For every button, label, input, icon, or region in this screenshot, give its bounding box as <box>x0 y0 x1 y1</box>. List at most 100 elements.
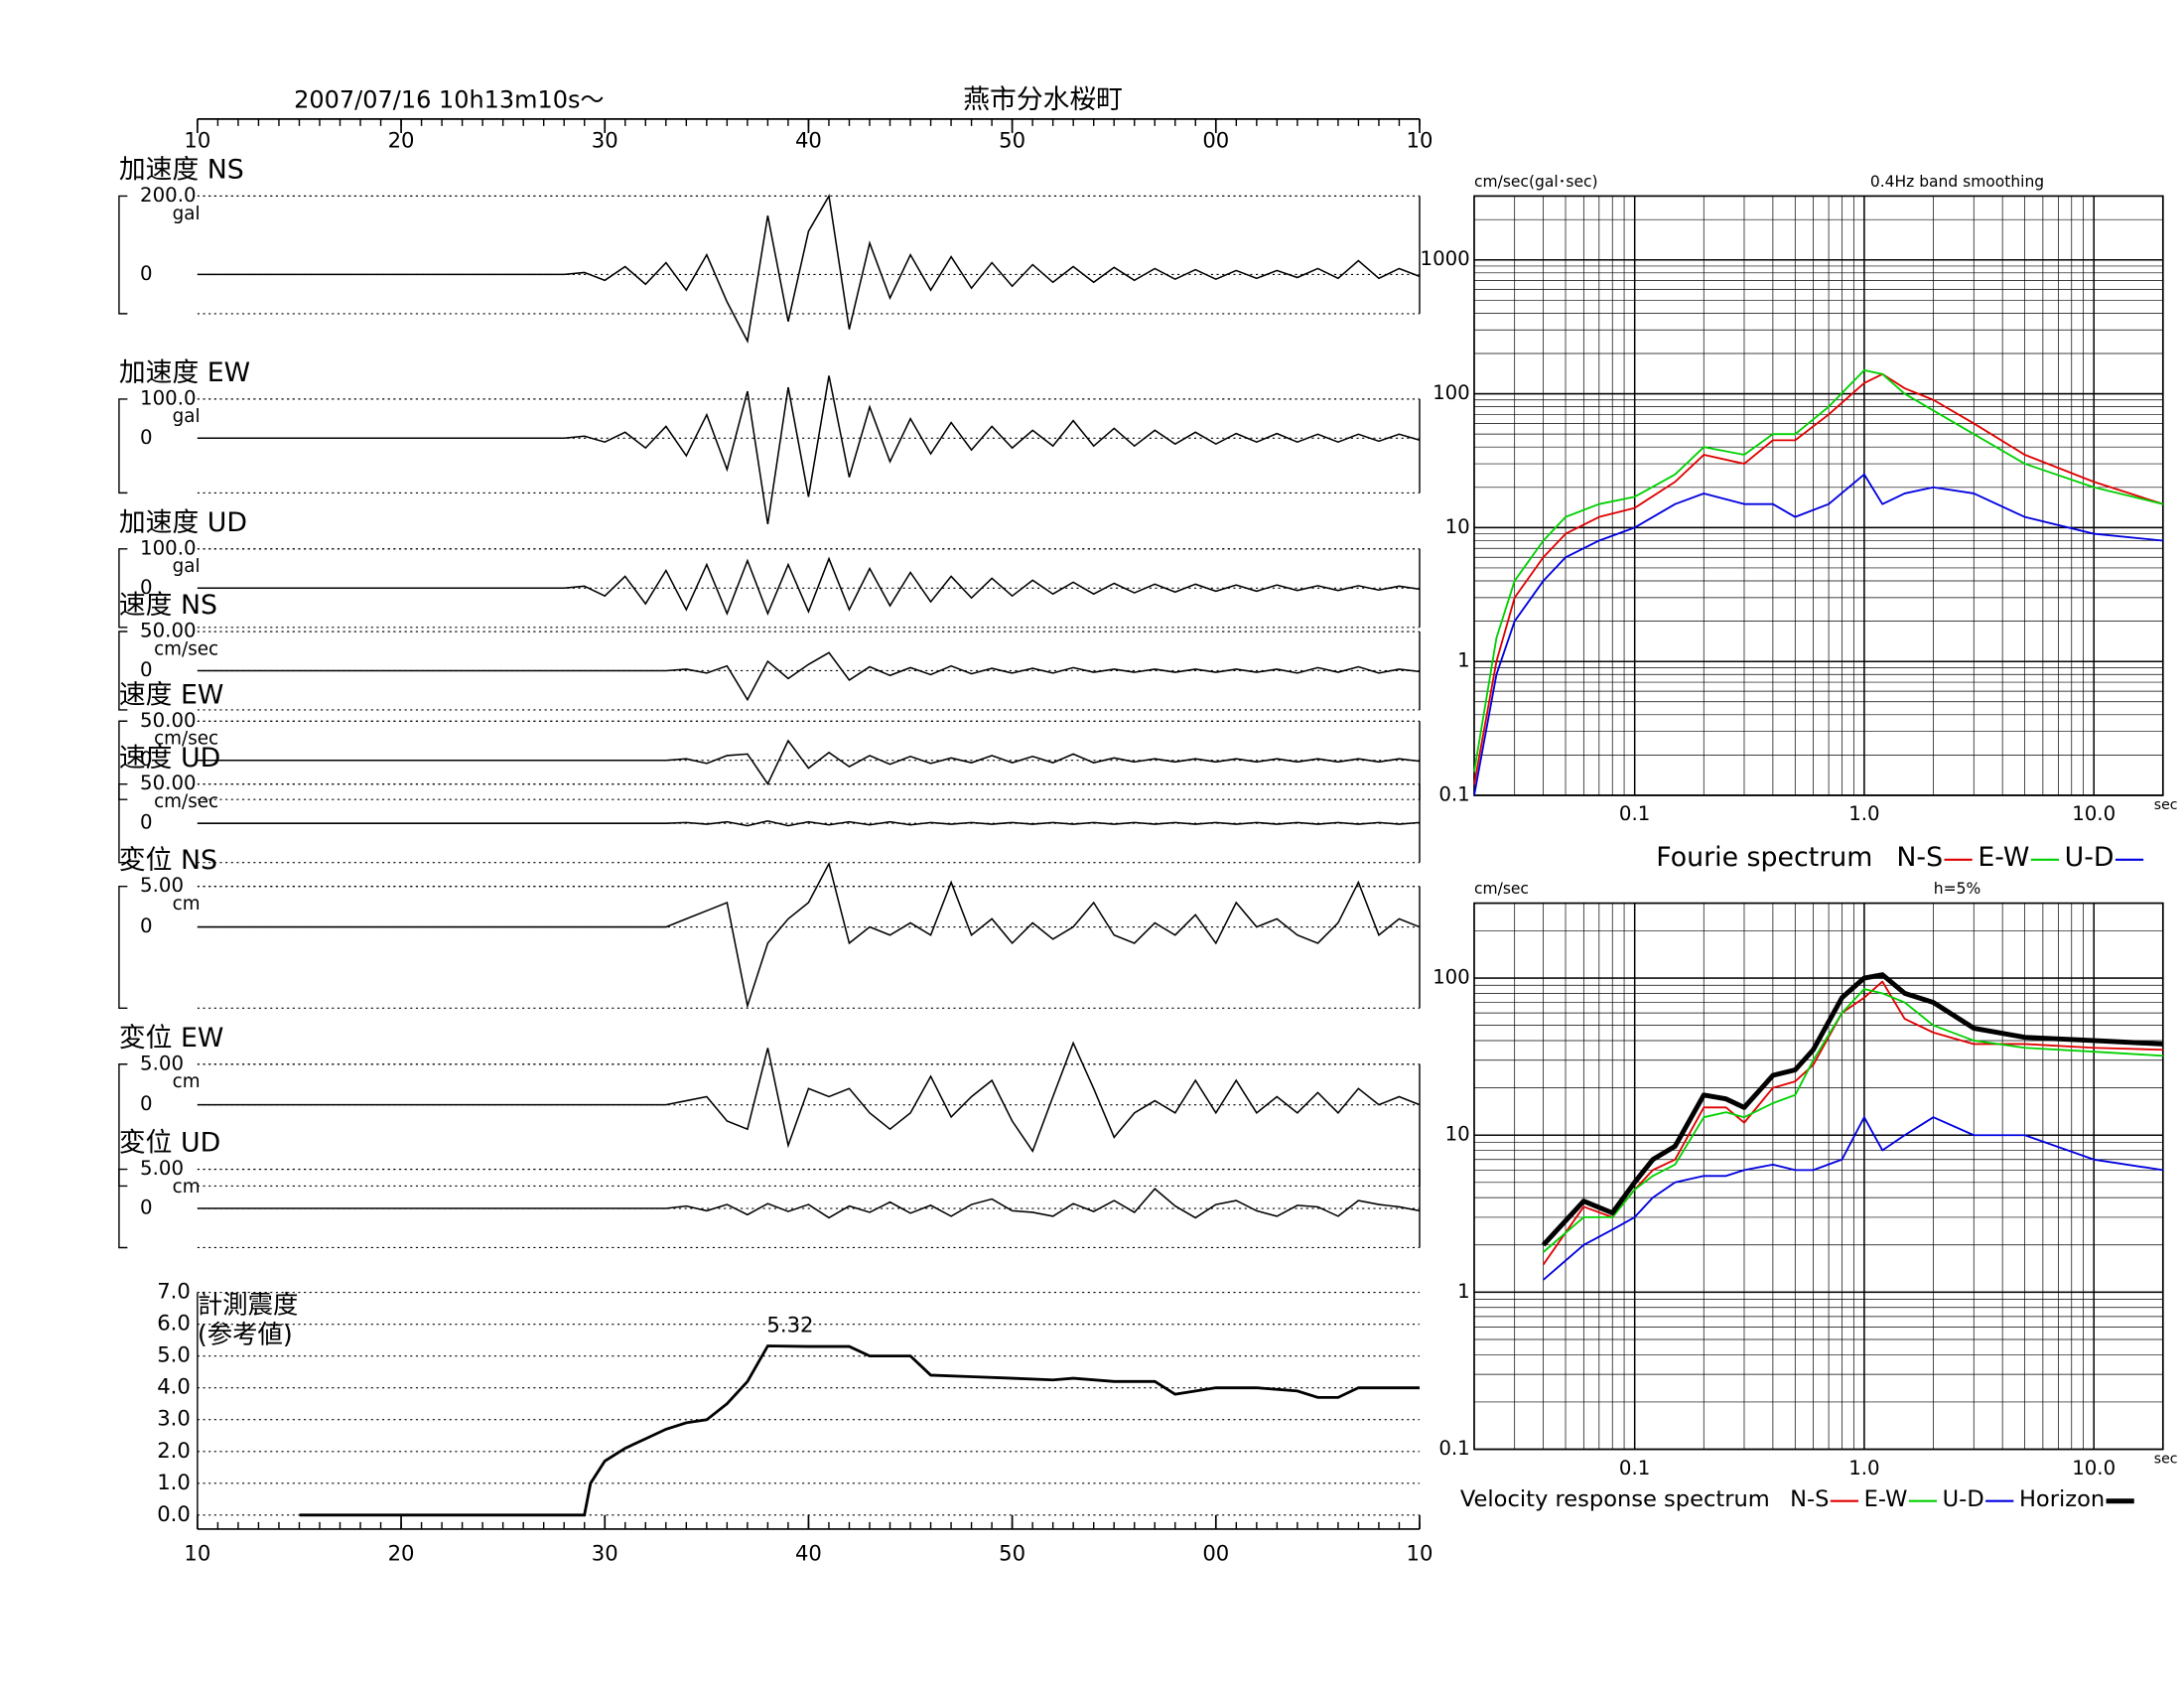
x-tick-label: 00 <box>1202 1540 1229 1565</box>
y-tick-label: 7.0 <box>157 1279 191 1304</box>
trace-name: 速度 UD <box>119 743 220 774</box>
value-label: 5.32 <box>766 1313 813 1337</box>
y-tick-label: 1000 <box>1421 247 1470 270</box>
y-tick-label: 0 <box>140 1092 153 1115</box>
y-tick-label: 0 <box>140 426 153 449</box>
x-tick-label: 20 <box>388 1540 415 1565</box>
trace-unit: cm/sec <box>154 729 218 750</box>
spectrum-line <box>1473 372 2164 785</box>
y-tick-label: 4.0 <box>157 1374 191 1399</box>
y-tick-label: 100.0 <box>140 386 197 409</box>
x-tick-label: 40 <box>795 1540 822 1565</box>
panel-frame <box>118 885 1421 1010</box>
waveform <box>197 739 1421 785</box>
y-tick-label: 100 <box>1433 381 1470 404</box>
spectrum-line <box>1473 368 2164 773</box>
waveform <box>197 820 1421 827</box>
spectrum-line <box>1541 972 2163 1247</box>
legend-label: U-D <box>2065 842 2115 873</box>
trace-unit: cm/sec <box>154 791 218 812</box>
spectrum-line <box>1543 988 2163 1253</box>
x-tick-label: 30 <box>592 1540 618 1565</box>
trace-unit: cm/sec <box>154 638 218 659</box>
y-tick-label: 1 <box>1457 649 1470 672</box>
y-tick-label: 1 <box>1457 1280 1470 1303</box>
intensity-subtitle: (参考値) <box>198 1319 293 1348</box>
intensity-line <box>299 1344 1420 1517</box>
legend-label: N-S <box>1896 842 1943 873</box>
panel-frame <box>118 398 1421 494</box>
y-tick-label: 0 <box>140 658 153 681</box>
y-tick-label: 50.00 <box>140 772 197 794</box>
note: 0.4Hz band smoothing <box>1870 173 2044 191</box>
y-tick-label: 0 <box>140 262 153 285</box>
y-tick-label: 0 <box>140 576 153 599</box>
y-tick-label: 5.00 <box>140 1052 184 1074</box>
x-tick-label: 10.0 <box>2072 1457 2116 1479</box>
trace-name: 変位 NS <box>119 845 217 876</box>
legend-label: E-W <box>1864 1486 1908 1512</box>
x-tick-label: 10 <box>184 127 210 152</box>
waveform <box>197 651 1421 702</box>
x-tick-label: 1.0 <box>1848 1457 1879 1479</box>
spectrum-line <box>1543 1116 2163 1281</box>
x-tick-label: 0.1 <box>1619 1457 1650 1479</box>
trace-unit: cm <box>173 1071 201 1092</box>
y-tick-label: 0 <box>140 811 153 834</box>
y-tick-label: 100 <box>1433 966 1470 989</box>
legend-label: Horizon <box>2019 1486 2105 1512</box>
panel-frame <box>118 195 1421 315</box>
waveform <box>197 1188 1421 1219</box>
y-tick-label: 0.1 <box>1438 1437 1469 1460</box>
x-tick-label: 10 <box>1407 127 1433 152</box>
x-tick-label: 10.0 <box>2072 802 2116 825</box>
legend-title: Velocity response spectrum <box>1460 1486 1770 1512</box>
y-tick-label: 3.0 <box>157 1406 191 1431</box>
trace-name: 速度 EW <box>119 679 223 710</box>
intensity-title: 計測震度 <box>198 1290 299 1320</box>
y-tick-label: 50.00 <box>140 709 197 732</box>
legend-label: N-S <box>1790 1486 1829 1512</box>
trace-unit: gal <box>173 204 201 224</box>
y-axis-label: cm/sec(gal･sec) <box>1474 173 1598 191</box>
y-tick-label: 0 <box>140 1196 153 1219</box>
y-tick-label: 10 <box>1445 515 1470 538</box>
trace-name: 加速度 EW <box>119 357 250 388</box>
x-tick-label: 40 <box>795 127 822 152</box>
station-title: 燕市分水桜町 <box>963 84 1123 115</box>
x-tick-label: 1.0 <box>1848 802 1879 825</box>
waveform <box>197 375 1421 524</box>
x-tick-label: 50 <box>999 1540 1025 1565</box>
x-tick-label: 20 <box>388 127 415 152</box>
trace-unit: cm <box>173 1177 201 1197</box>
trace-name: 速度 NS <box>119 590 217 621</box>
y-tick-label: 5.00 <box>140 874 184 897</box>
note: h=5% <box>1934 880 1980 898</box>
legend-label: U-D <box>1943 1486 1984 1512</box>
y-axis-label: cm/sec <box>1474 880 1529 898</box>
x-tick-label: 10 <box>1407 1540 1433 1565</box>
waveform <box>197 861 1421 1010</box>
x-axis-label: sec <box>2154 797 2178 813</box>
trace-name: 加速度 NS <box>119 155 244 186</box>
x-axis-label: sec <box>2154 1451 2178 1467</box>
y-tick-label: 5.00 <box>140 1157 184 1180</box>
legend-label: E-W <box>1978 842 2029 873</box>
panel-frame <box>118 1063 1421 1188</box>
y-tick-label: 200.0 <box>140 184 197 207</box>
spectrum-line <box>1542 980 2163 1266</box>
waveform <box>197 1041 1421 1154</box>
trace-name: 変位 EW <box>119 1023 223 1054</box>
y-tick-label: 0.1 <box>1438 782 1469 805</box>
y-tick-label: 6.0 <box>157 1311 191 1336</box>
x-tick-label: 0.1 <box>1619 802 1650 825</box>
y-tick-label: 0 <box>140 748 153 771</box>
y-tick-label: 2.0 <box>157 1438 191 1463</box>
x-tick-label: 00 <box>1202 127 1229 152</box>
y-tick-label: 0 <box>140 914 153 937</box>
y-tick-label: 50.00 <box>140 620 197 642</box>
spectrum-line <box>1473 473 2163 796</box>
x-tick-label: 10 <box>184 1540 210 1565</box>
